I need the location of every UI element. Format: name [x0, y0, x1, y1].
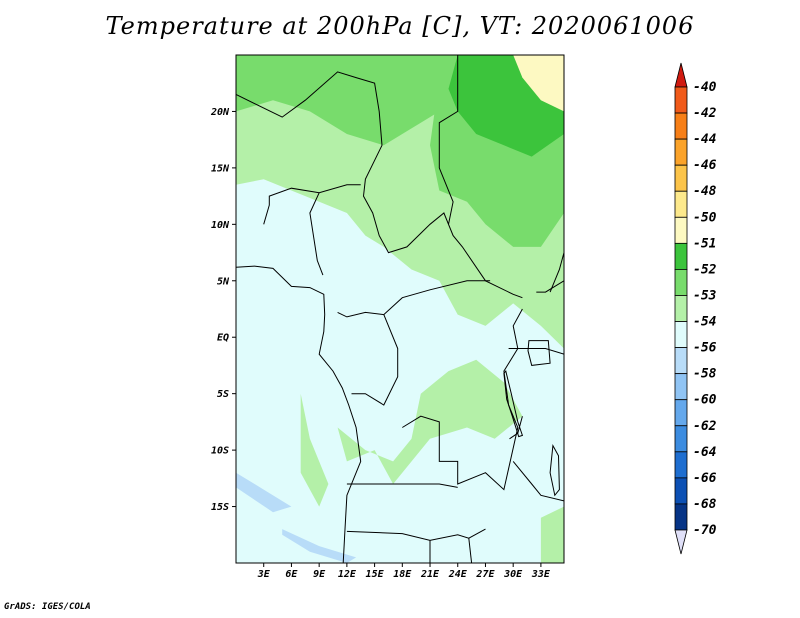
colorbar-label: -44: [693, 132, 717, 147]
colorbar-label: -48: [693, 184, 717, 199]
border-line: [351, 314, 399, 406]
chart-title: Temperature at 200hPa [C], VT: 202006100…: [105, 12, 695, 40]
colorbar-arrow-high: [674, 62, 688, 88]
border-line: [438, 55, 459, 225]
colorbar-label: -51: [693, 236, 716, 251]
colorbar-label: -54: [693, 315, 717, 330]
colorbar-label: -64: [693, 445, 717, 460]
temperature-field: [236, 55, 564, 563]
map-frame: [235, 54, 565, 564]
y-tick-label: 5S: [217, 389, 229, 400]
y-tick-label: 15S: [211, 502, 229, 513]
x-tick-label: 15E: [366, 569, 385, 580]
border-line: [346, 483, 458, 488]
x-tick-label: 30E: [503, 569, 523, 580]
colorbar-swatch: [674, 477, 688, 505]
colorbar-swatch: [674, 425, 688, 453]
lake-outline: [527, 340, 551, 366]
colorbar-swatch: [674, 86, 688, 114]
colorbar-swatch: [674, 138, 688, 166]
border-line: [337, 280, 491, 318]
x-tick-label: 6E: [285, 569, 298, 580]
colorbar-label: -58: [693, 367, 717, 382]
field-region-southwest-streaks: [236, 472, 292, 513]
border-line: [236, 265, 362, 563]
colorbar-swatch: [674, 269, 688, 296]
field-region-north-band: [300, 393, 329, 507]
colorbar-swatch: [674, 295, 688, 322]
colorbar-swatch: [674, 321, 688, 348]
y-tick-label: 10N: [211, 220, 230, 231]
x-tick-label: 27E: [475, 569, 495, 580]
border-line: [549, 252, 564, 293]
colorbar-label: -42: [693, 106, 717, 121]
field-region-northeast-corner: [513, 55, 564, 112]
y-axis: 20N 15N 10N 5N EQ 5S 10S 15S: [210, 107, 236, 513]
colorbar-label: -40: [693, 80, 717, 95]
colorbar-label: -66: [693, 471, 717, 486]
country-borders: [236, 55, 564, 563]
colorbar-swatch: [674, 112, 688, 140]
field-region-northeast-core: [236, 55, 458, 146]
y-tick-label: 5N: [217, 276, 230, 287]
border-line: [512, 461, 564, 502]
colorbar-swatch: [674, 503, 688, 531]
colorbar-label: -50: [693, 210, 717, 225]
colorbar-arrow-low: [674, 529, 688, 555]
x-tick-label: 21E: [420, 569, 440, 580]
border-line: [309, 192, 324, 276]
colorbar-swatch: [674, 373, 688, 401]
border-line: [346, 528, 486, 541]
lake-outline: [549, 443, 560, 497]
colorbar-label: -53: [693, 288, 717, 303]
colorbar-swatch: [674, 164, 688, 192]
border-line: [468, 538, 473, 563]
y-tick-label: 15N: [211, 163, 230, 174]
colorbar-swatch: [674, 190, 688, 218]
colorbar-swatch: [674, 347, 688, 375]
colorbar-label: -68: [693, 497, 717, 512]
colorbar: -40 -42 -44 -46 -48 -50 -51 -52 -53 -54 -56 -58 -60 -…: [674, 62, 717, 555]
field-region-southwest-streaks: [282, 529, 357, 563]
border-line: [263, 184, 361, 225]
colorbar-label: -56: [693, 341, 717, 356]
x-tick-label: 24E: [448, 569, 468, 580]
credit-text: GrADS: IGES/COLA: [4, 602, 91, 612]
colorbar-label: -46: [693, 158, 717, 173]
x-tick-label: 12E: [338, 569, 357, 580]
y-tick-label: 20N: [210, 107, 230, 118]
x-tick-label: 9E: [313, 569, 326, 580]
border-line: [536, 280, 564, 293]
y-tick-label: 10S: [211, 446, 229, 457]
field-region-north-band: [337, 359, 523, 484]
colorbar-label: -70: [693, 523, 717, 538]
colorbar-label: -52: [693, 262, 717, 277]
x-tick-label: 18E: [393, 569, 412, 580]
x-tick-label: 3E: [257, 569, 271, 580]
y-tick-label: EQ: [217, 333, 229, 344]
colorbar-swatch: [674, 451, 688, 479]
colorbar-swatch: [674, 216, 688, 244]
lake-outline: [503, 370, 524, 438]
border-line: [402, 308, 523, 491]
border-line: [508, 348, 564, 355]
x-axis: 3E 6E 9E 12E 15E 18E 21E 24E 27E 30E 33E: [257, 563, 551, 580]
colorbar-swatch: [674, 242, 688, 270]
x-tick-label: 33E: [531, 569, 551, 580]
colorbar-swatch: [674, 399, 688, 427]
border-line: [236, 71, 523, 299]
field-region-north-band: [540, 506, 564, 563]
colorbar-label: -62: [693, 419, 717, 434]
colorbar-label: -60: [693, 393, 717, 408]
